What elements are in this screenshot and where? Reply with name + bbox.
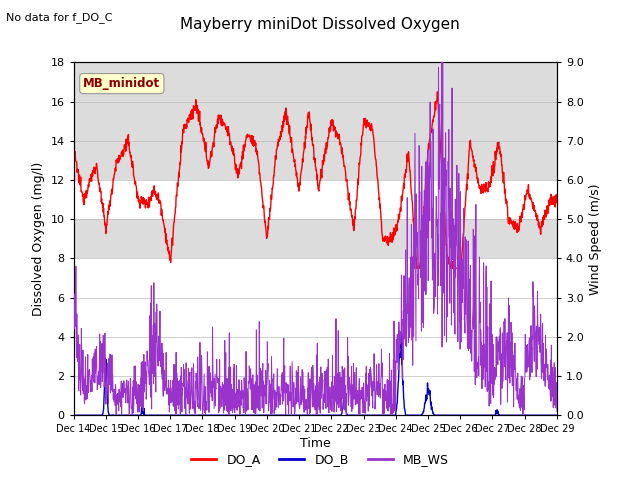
Text: Mayberry miniDot Dissolved Oxygen: Mayberry miniDot Dissolved Oxygen xyxy=(180,17,460,32)
Bar xyxy=(74,62,557,102)
Y-axis label: Wind Speed (m/s): Wind Speed (m/s) xyxy=(589,183,602,295)
X-axis label: Time: Time xyxy=(300,437,331,450)
Bar xyxy=(74,219,557,258)
Text: No data for f_DO_C: No data for f_DO_C xyxy=(6,12,113,23)
Text: MB_minidot: MB_minidot xyxy=(83,77,161,90)
Bar xyxy=(74,102,557,141)
Legend: DO_A, DO_B, MB_WS: DO_A, DO_B, MB_WS xyxy=(186,448,454,471)
Bar xyxy=(74,141,557,180)
Y-axis label: Dissolved Oxygen (mg/l): Dissolved Oxygen (mg/l) xyxy=(32,162,45,316)
